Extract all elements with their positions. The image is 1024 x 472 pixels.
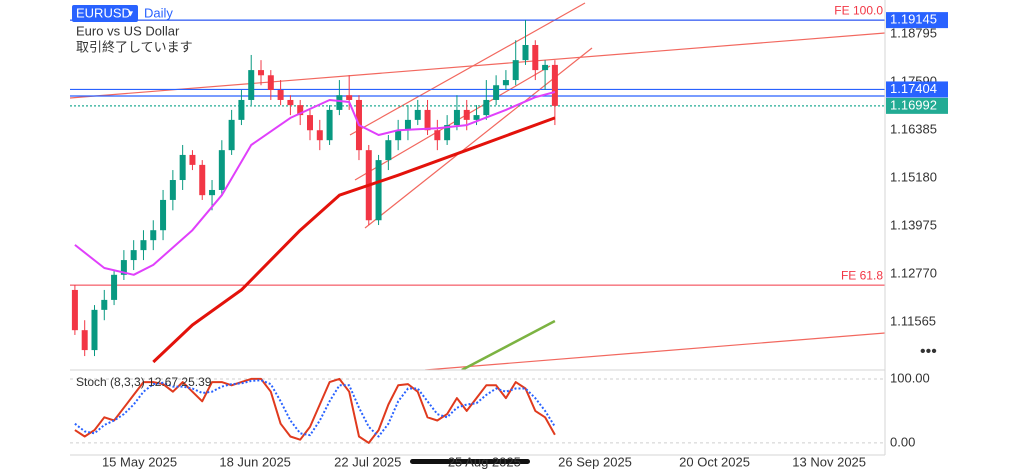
candle-body (71, 289, 78, 331)
y-tick-label: 100.00 (890, 370, 930, 385)
candle-body (101, 299, 108, 310)
y-tick-label: 1.13975 (890, 217, 937, 232)
candle-body (326, 109, 333, 141)
candle-body (169, 180, 176, 200)
more-menu[interactable]: ••• (920, 343, 937, 360)
oscillator-pane (70, 377, 885, 444)
candle-body (551, 64, 558, 106)
candle-body (130, 250, 137, 261)
price-label-box (886, 81, 948, 98)
candle-body (297, 105, 304, 116)
candle-body (111, 274, 118, 300)
candle-body (267, 75, 274, 91)
oscillator-title: Stoch (8,3,3) 12.67 25.39 (76, 375, 212, 389)
candle-body (473, 115, 480, 120)
channel-line (354, 65, 551, 181)
candle-body (346, 95, 353, 100)
candle-body (258, 70, 265, 76)
candle-body (512, 60, 519, 81)
candle-body (542, 64, 549, 71)
y-tick-label: 1.12770 (890, 265, 937, 280)
candle-body (160, 199, 167, 231)
symbol[interactable]: EURUSD (76, 5, 131, 20)
x-tick-label: 22 Jul 2025 (334, 454, 401, 469)
y-tick-label: 1.16385 (890, 121, 937, 136)
candle-body (91, 309, 98, 351)
x-tick-label: 26 Sep 2025 (558, 454, 632, 469)
price-label-box (886, 97, 948, 114)
candle-body (238, 99, 245, 120)
scroll-indicator[interactable] (410, 459, 530, 464)
candle-body (218, 150, 225, 190)
candle-body (140, 240, 147, 251)
candle-body (395, 130, 402, 141)
candle-body (189, 154, 196, 165)
candle-body (199, 164, 206, 196)
oscillator-line (74, 379, 556, 438)
x-tick-label: 13 Nov 2025 (792, 454, 866, 469)
candle-body (150, 230, 157, 241)
y-tick-label: 1.15180 (890, 169, 937, 184)
candle-body (316, 130, 323, 141)
candle-body (444, 125, 451, 141)
channel-line (349, 2, 586, 136)
candle-body (404, 119, 411, 131)
x-tick-label: 25 Aug 2025 (448, 454, 521, 469)
price-label: 1.17404 (890, 81, 937, 96)
candle-body (81, 330, 88, 351)
fe-level-label: FE 100.0 (834, 3, 883, 17)
candle-body (228, 119, 235, 151)
market-status: 取引終了しています (76, 39, 193, 54)
candle-body (414, 109, 421, 120)
candle-body (522, 45, 529, 61)
candle-body (424, 109, 431, 131)
candle-body (209, 189, 216, 196)
indicator-line (461, 319, 556, 370)
price-label-box (886, 12, 948, 29)
candle-body (532, 45, 539, 71)
labels: EURUSD ▾ Daily Euro vs US Dollar 取引終了してい… (72, 3, 948, 469)
x-tick-label: 18 Jun 2025 (219, 454, 291, 469)
candle-body (502, 80, 509, 86)
y-tick-label: 1.11565 (890, 313, 936, 328)
dropdown-icon[interactable]: ▾ (128, 9, 133, 20)
fe-level-label: FE 61.8 (841, 268, 883, 282)
candle-body (493, 85, 500, 100)
x-tick-label: 20 Oct 2025 (679, 454, 750, 469)
price-pane (70, 2, 885, 370)
candle-body (336, 95, 343, 110)
candle-body (483, 99, 490, 116)
trend-line (70, 32, 885, 99)
price-label: 1.19145 (890, 12, 937, 27)
candle-body (306, 115, 313, 131)
y-tick-label: 0.00 (890, 434, 915, 449)
candle-body (385, 140, 392, 161)
indicator-line (74, 91, 556, 276)
symbol-badge[interactable] (72, 5, 138, 22)
candle-body (120, 260, 127, 275)
candle-body (463, 109, 470, 120)
candle-body (179, 154, 186, 181)
candle-body (248, 70, 255, 100)
y-tick-label: 1.18795 (890, 25, 937, 40)
description: Euro vs US Dollar (76, 23, 180, 38)
trend-line (424, 332, 885, 370)
price-label: 1.16992 (890, 97, 937, 112)
x-tick-label: 15 May 2025 (102, 454, 177, 469)
oscillator-line (74, 377, 556, 444)
indicator-line (152, 116, 556, 364)
timeframe[interactable]: Daily (144, 5, 173, 20)
candle-body (277, 90, 284, 100)
candle-body (287, 99, 294, 106)
candle-body (453, 109, 460, 126)
candle-body (375, 160, 382, 221)
candle-body (434, 130, 441, 141)
